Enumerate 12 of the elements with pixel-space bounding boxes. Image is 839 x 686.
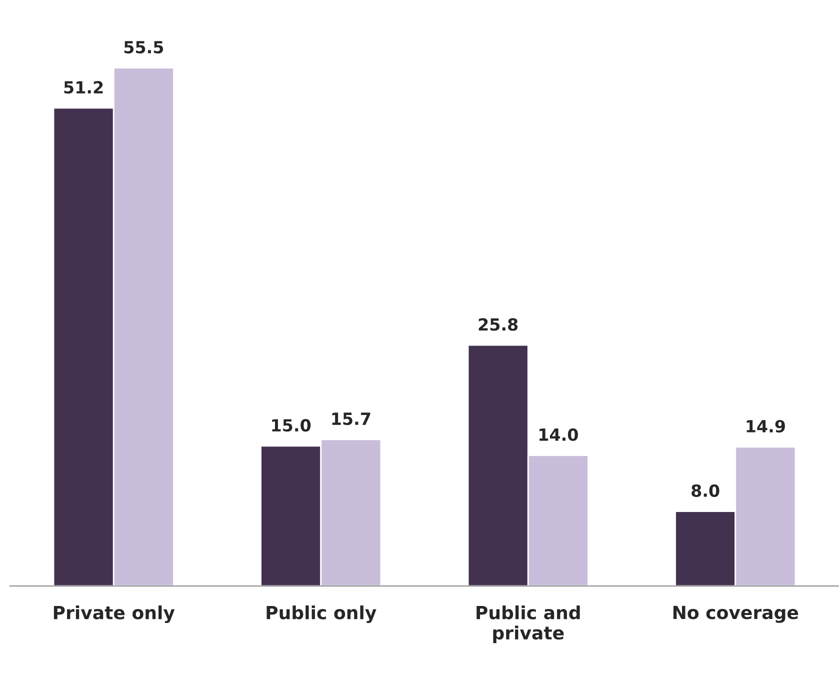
data-label: 8.0	[692, 484, 720, 497]
data-label: 55.5	[124, 41, 164, 54]
x-tick-label: No coverage	[673, 606, 798, 623]
data-label: 25.8	[478, 318, 518, 331]
data-label: 51.2	[64, 81, 103, 94]
x-tick-label: Public and private	[476, 605, 580, 644]
data-label: 15.7	[332, 412, 370, 426]
data-label: 15.0	[272, 419, 311, 432]
x-tick-label: Public only	[266, 605, 376, 624]
x-tick-label: Private only	[54, 605, 175, 624]
data-label: 14.0	[539, 428, 578, 441]
data-label: 14.9	[746, 420, 785, 433]
